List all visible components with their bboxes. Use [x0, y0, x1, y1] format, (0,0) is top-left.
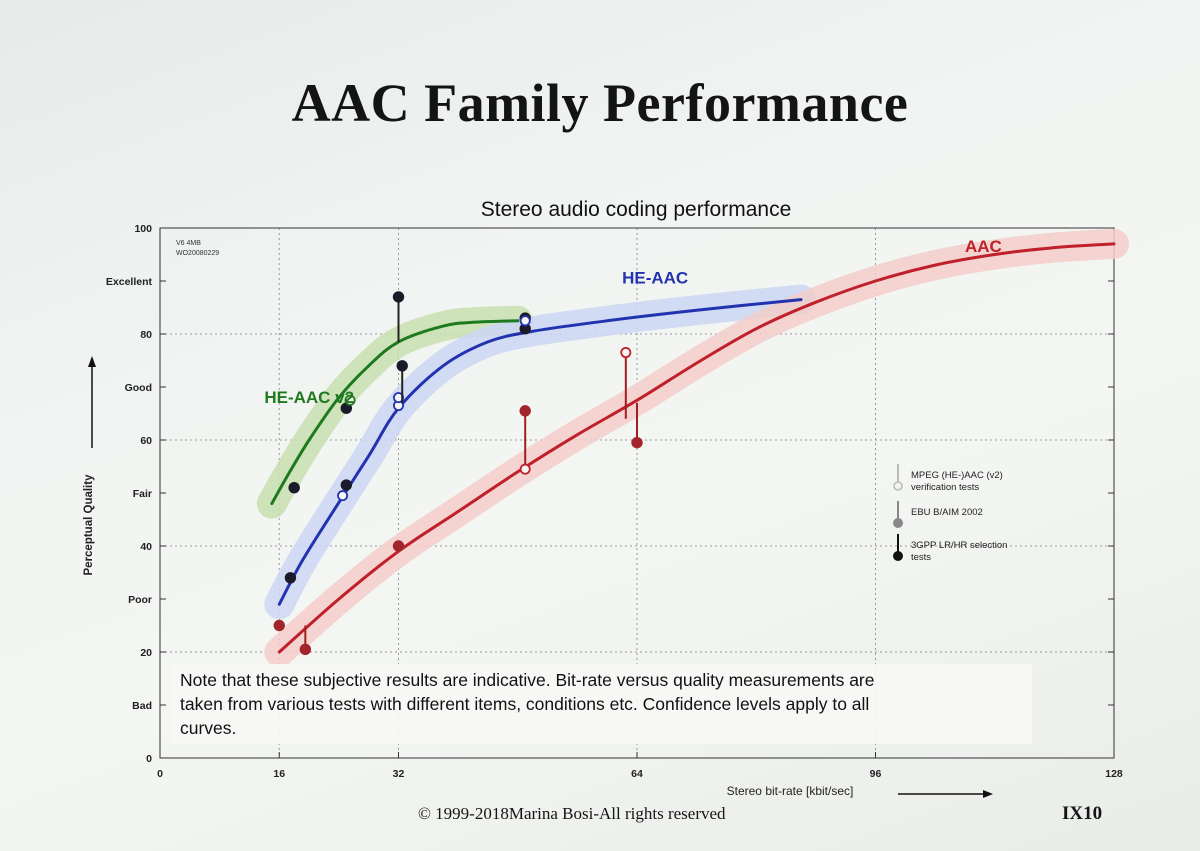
- note-line: taken from various tests with different …: [180, 694, 869, 714]
- corner-note-line: V6 4MB: [176, 240, 201, 247]
- x-axis-arrowhead: [983, 790, 993, 798]
- y-tick-label: Fair: [133, 488, 152, 500]
- he-aac-point: [396, 360, 408, 372]
- chart-axes: [159, 227, 1115, 759]
- legend-marker-open: [893, 481, 903, 491]
- he-aac-v2-curve: [270, 319, 520, 506]
- copyright-notice: © 1999-2018Marina Bosi-All rights reserv…: [418, 804, 726, 823]
- note-line: Note that these subjective results are i…: [180, 670, 875, 690]
- aac-curve: [277, 242, 1116, 654]
- chart-title: Stereo audio coding performance: [481, 198, 792, 221]
- aac-point: [519, 405, 531, 417]
- legend-label: tests: [911, 552, 931, 563]
- legend-label: EBU B/AIM 2002: [911, 507, 983, 518]
- corner-note-line: WO20080229: [176, 250, 219, 257]
- chart-text: 100 Excellent 80 Good 60 Fair 40 Poor 20 Bad 00 16 3…: [83, 198, 1123, 798]
- legend-marker-filled: [893, 518, 903, 528]
- note-background: [172, 664, 1032, 744]
- y-tick-label: 100: [134, 223, 152, 235]
- x-tick-label: 96: [870, 768, 882, 780]
- slide-title: AAC Family Performance: [291, 73, 909, 133]
- he-aac-label: HE-AAC: [622, 269, 688, 288]
- y-tick-label: 20: [140, 647, 152, 659]
- y-tick-label: Excellent: [106, 276, 153, 288]
- he-aac-v2-point: [392, 291, 405, 303]
- note-line: curves.: [180, 718, 236, 738]
- aac-point: [273, 619, 285, 632]
- he-aac-point: [340, 479, 353, 491]
- he-aac-point: [337, 490, 349, 502]
- legend-label: verification tests: [911, 482, 979, 493]
- x-tick-label: 0: [157, 768, 163, 780]
- he-aac-v2-point: [288, 482, 300, 494]
- y-tick-label: Poor: [128, 594, 152, 606]
- he-aac-v2-point: [344, 394, 356, 406]
- aac-point: [392, 540, 405, 552]
- legend: MPEG (HE-)AAC (v2)verification tests EBU …: [893, 464, 1007, 563]
- x-tick-label: 16: [273, 768, 285, 780]
- aac-point: [620, 347, 632, 359]
- he-aac-point: [519, 315, 531, 327]
- curves: [270, 242, 1116, 654]
- x-tick-label: 128: [1105, 768, 1123, 780]
- y-tick-label: 60: [140, 435, 152, 447]
- aac-point: [631, 436, 643, 449]
- y-axis-label: Perceptual Quality: [83, 474, 95, 576]
- aac-label: AAC: [965, 237, 1002, 256]
- legend-label: MPEG (HE-)AAC (v2): [911, 470, 1003, 481]
- he-aac-point: [284, 572, 297, 584]
- he-aac-v2-label: HE-AAC v2: [264, 388, 354, 407]
- aac-point: [299, 643, 312, 656]
- y-tick-label: Bad: [132, 700, 152, 712]
- he-aac-curve: [277, 298, 803, 606]
- aac-point: [519, 463, 531, 475]
- x-tick-label: 32: [393, 768, 405, 780]
- x-axis-label: Stereo bit-rate [kbit/sec]: [727, 784, 854, 798]
- y-tick-label: 80: [140, 329, 152, 341]
- y-tick-label: Good: [125, 382, 152, 394]
- x-tick-label: 64: [631, 768, 643, 780]
- y-tick-label: 40: [140, 541, 152, 553]
- legend-label: 3GPP LR/HR selection: [911, 540, 1007, 551]
- y-tick-label: 0: [146, 753, 152, 765]
- legend-marker-filled: [893, 551, 903, 561]
- y-axis-arrowhead: [88, 356, 96, 367]
- data-points: [273, 291, 643, 656]
- slide-number: IX10: [1062, 803, 1103, 824]
